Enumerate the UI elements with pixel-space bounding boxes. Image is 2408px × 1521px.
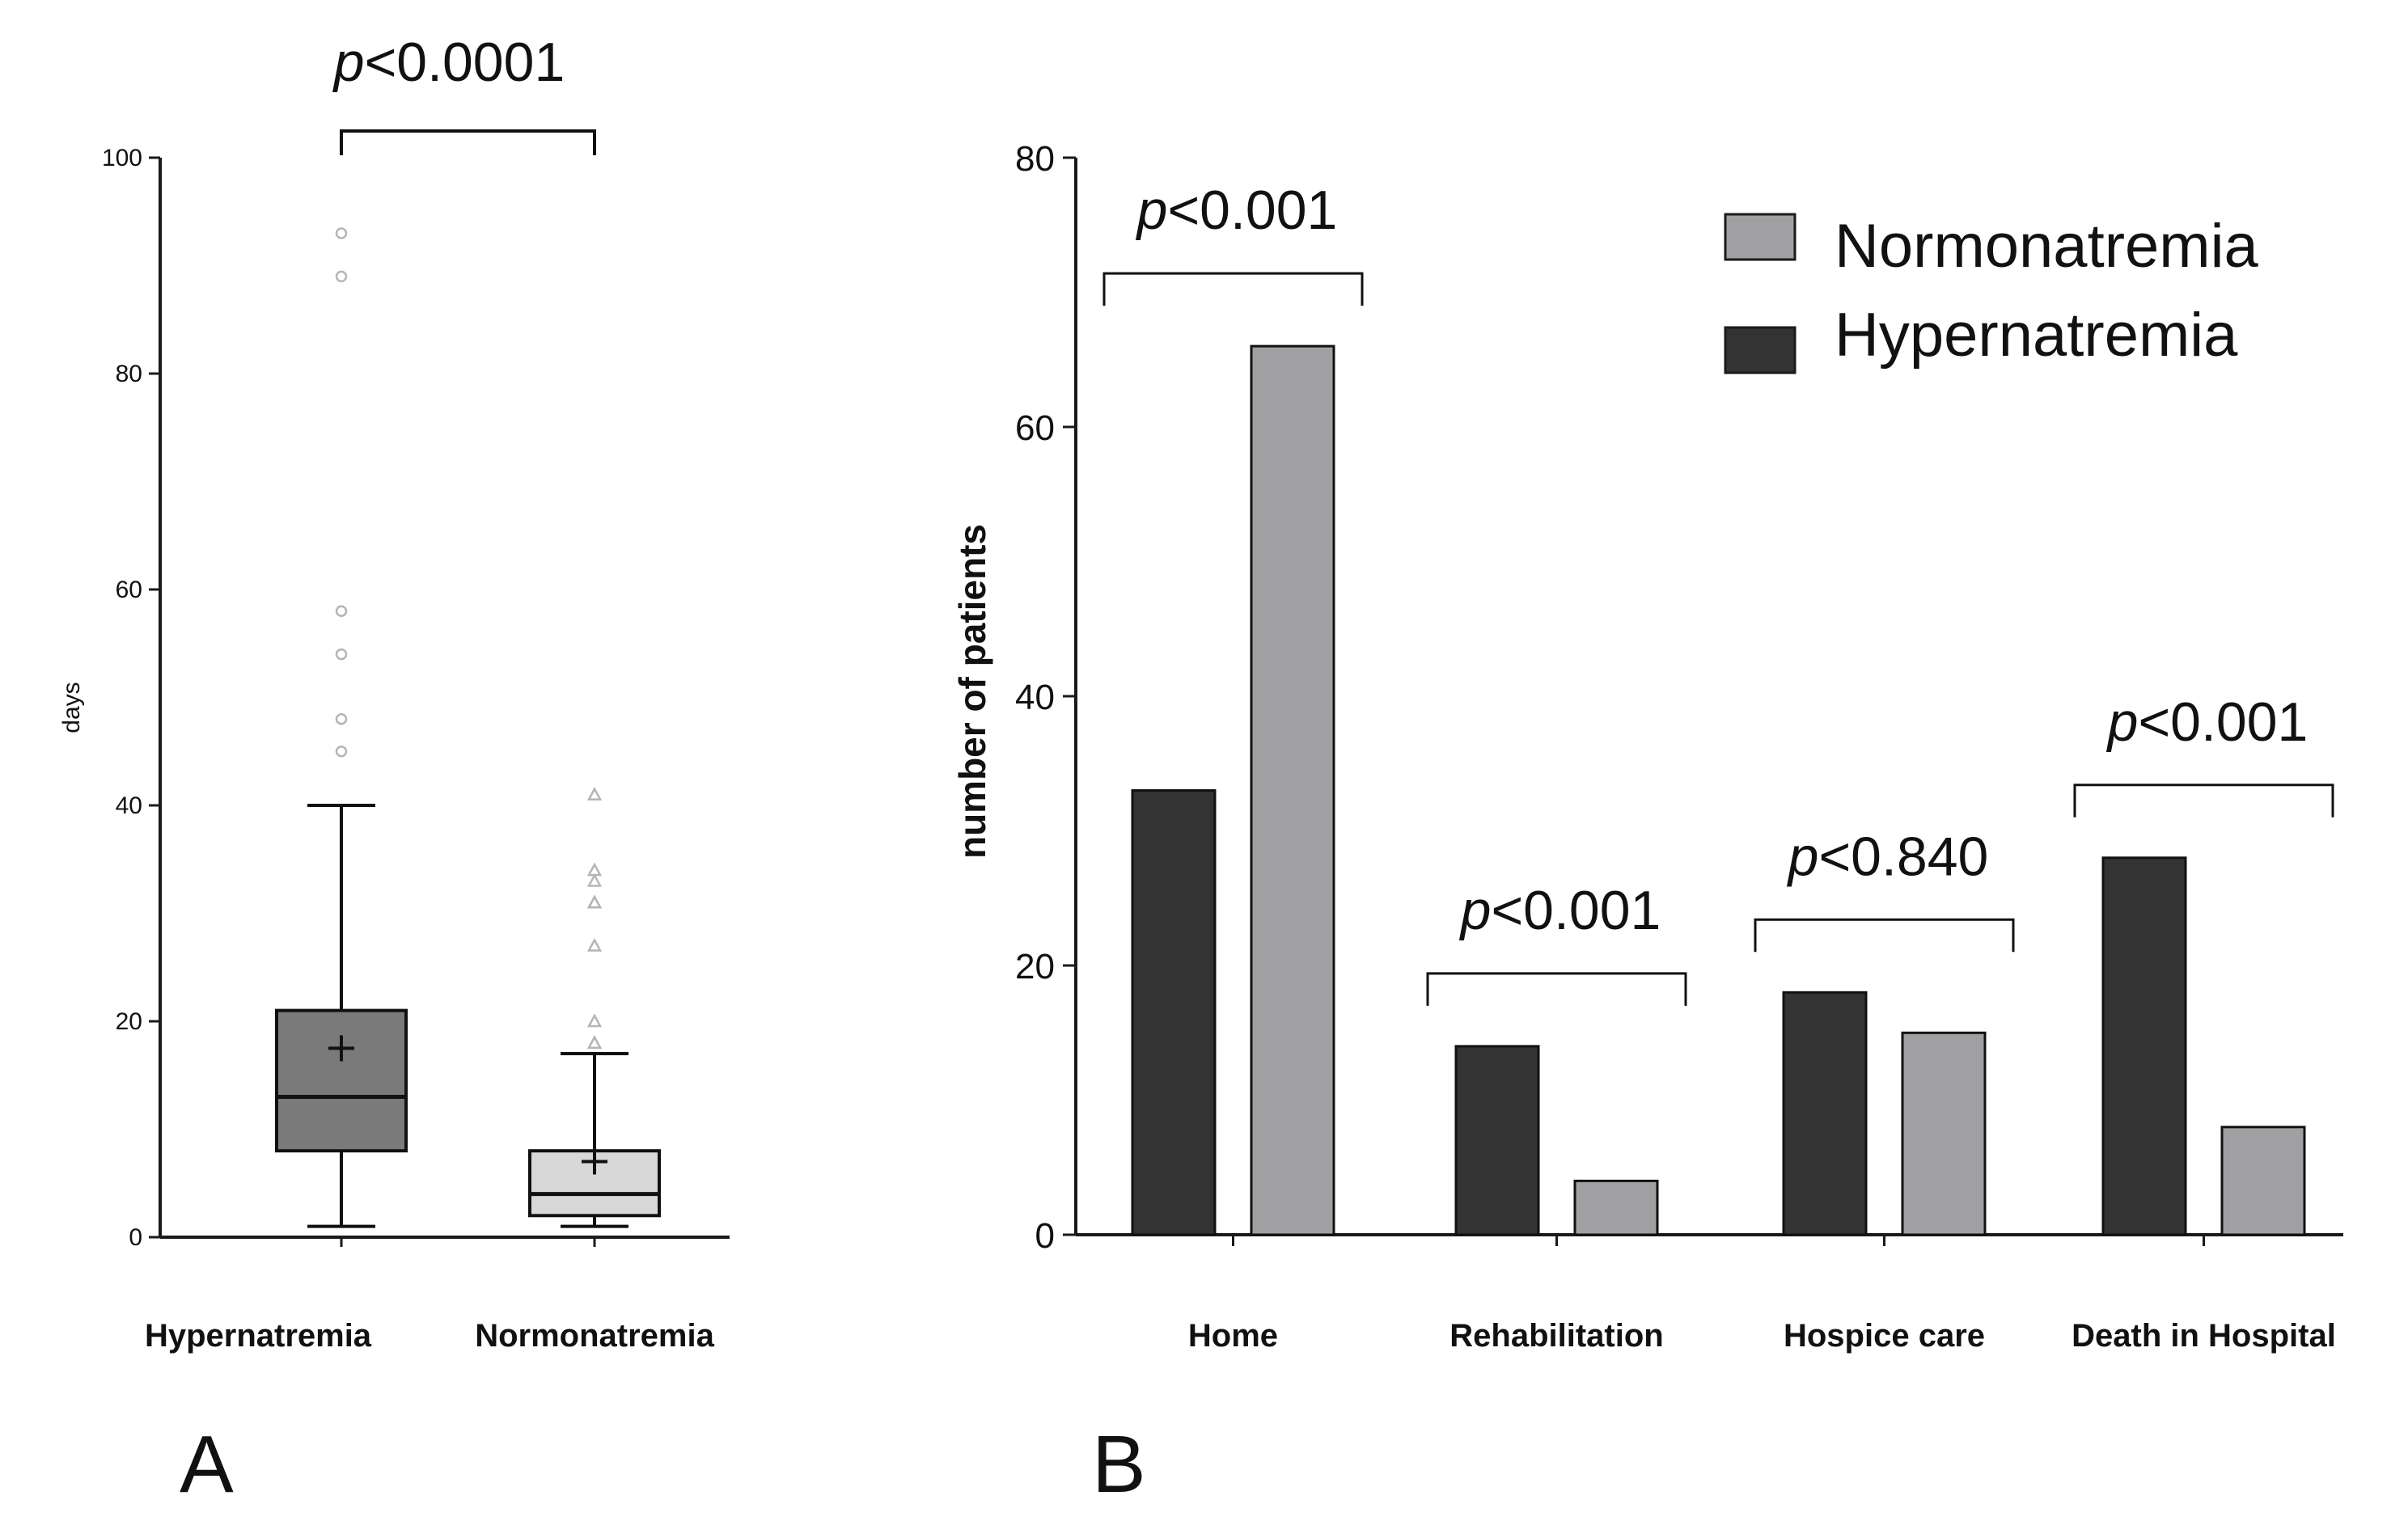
outlier-point: [586, 894, 603, 909]
outlier-point: [335, 712, 348, 725]
outlier-point: [335, 746, 348, 758]
box-hypernatremia: [275, 227, 408, 1228]
panel-a-tick-label: 40: [116, 792, 142, 819]
box-hypernatremia-iqr: [275, 1008, 408, 1153]
significance-p-value: p<0.0001: [332, 32, 565, 93]
significance-bracket: [340, 129, 596, 155]
significance-p-value-home: p<0.001: [1136, 180, 1338, 241]
box-hypernatremia-mean-marker: [328, 1035, 354, 1062]
bar-hospice-care-hypernatremia: [1782, 991, 1868, 1236]
legend-swatch-hypernatremia: [1724, 326, 1796, 374]
bar-rehabilitation-normonatremia: [1573, 1179, 1659, 1236]
significance-p-value-death-in-hospital: p<0.001: [2106, 691, 2309, 753]
panel-b-tick-label: 40: [1015, 678, 1055, 717]
category-label-hypernatremia: Hypernatremia: [145, 1318, 372, 1354]
panel-b-barchart: 0 20 40 60 80 Home Rehabilitation Hospice care…: [951, 139, 2343, 1510]
panel-b-significance: p<0.001 p<0.001 p<0.840 p<0.001: [1102, 180, 2334, 1006]
outlier-point: [586, 937, 603, 952]
panel-a-tick-label: 80: [116, 361, 142, 387]
panel-a-label: A: [180, 1419, 234, 1510]
outlier-point: [586, 787, 603, 801]
outlier-point: [586, 1035, 603, 1049]
significance-bracket-rehabilitation: [1426, 972, 1687, 1006]
panel-a-tick-label: 20: [116, 1008, 142, 1035]
panel-a-significance: p<0.0001: [332, 32, 596, 155]
panel-a-boxes: [275, 227, 661, 1247]
bar-death-in-hospital-normonatremia: [2220, 1126, 2306, 1236]
panel-a-y-ticks: 0 20 40 60 80 100: [102, 145, 160, 1251]
significance-bracket-home: [1102, 272, 1364, 306]
panel-b-ylabel: number of patients: [951, 524, 993, 859]
panel-a-tick-label: 100: [102, 145, 142, 171]
outlier-point: [335, 648, 348, 661]
legend: Normonatremia Hypernatremia: [1724, 212, 2258, 374]
bar-hospice-care-normonatremia: [1901, 1031, 1987, 1236]
significance-p-value-hospice-care: p<0.840: [1787, 826, 1989, 887]
legend-label-hypernatremia: Hypernatremia: [1835, 301, 2238, 370]
category-label-hospice-care: Hospice care: [1784, 1318, 1985, 1354]
significance-bracket-death-in-hospital: [2073, 784, 2334, 818]
panel-b-category-labels: Home Rehabilitation Hospice care Death in H…: [1188, 1318, 2336, 1354]
panel-b-tick-label: 80: [1015, 139, 1055, 179]
outlier-point: [586, 1013, 603, 1028]
legend-label-normonatremia: Normonatremia: [1835, 212, 2258, 281]
category-label-death-in-hospital: Death in Hospital: [2072, 1318, 2336, 1354]
category-label-normonatremia: Normonatremia: [475, 1318, 714, 1354]
panel-b-label: B: [1092, 1419, 1146, 1510]
outlier-point: [586, 862, 603, 877]
bar-home-hypernatremia: [1131, 789, 1217, 1236]
panel-a-axes: [159, 158, 730, 1239]
bar-rehabilitation-hypernatremia: [1454, 1045, 1540, 1236]
panel-a-tick-label: 0: [129, 1224, 142, 1251]
outlier-point: [335, 270, 348, 283]
significance-p-value-rehabilitation: p<0.001: [1459, 880, 1661, 941]
panel-a-category-labels: Hypernatremia Normonatremia: [145, 1318, 715, 1354]
category-label-rehabilitation: Rehabilitation: [1449, 1318, 1663, 1354]
box-normonatremia-mean-marker: [582, 1148, 607, 1175]
panel-b-tick-label: 60: [1015, 408, 1055, 448]
bar-death-in-hospital-hypernatremia: [2101, 856, 2187, 1236]
outlier-point: [335, 605, 348, 617]
panel-a-tick-label: 60: [116, 577, 142, 603]
panel-b-tick-label: 20: [1015, 947, 1055, 987]
panel-b-y-ticks: 0 20 40 60 80: [1015, 139, 1076, 1256]
box-normonatremia: [528, 787, 661, 1228]
legend-swatch-normonatremia: [1724, 213, 1796, 261]
category-label-home: Home: [1188, 1318, 1278, 1354]
panel-b-tick-label: 0: [1035, 1216, 1055, 1256]
panel-a-ylabel: days: [58, 682, 85, 733]
panel-b-bars: [1131, 344, 2306, 1246]
bar-home-normonatremia: [1250, 344, 1335, 1236]
outlier-point: [586, 872, 603, 887]
significance-bracket-hospice-care: [1754, 918, 2015, 953]
outlier-point: [335, 227, 348, 239]
